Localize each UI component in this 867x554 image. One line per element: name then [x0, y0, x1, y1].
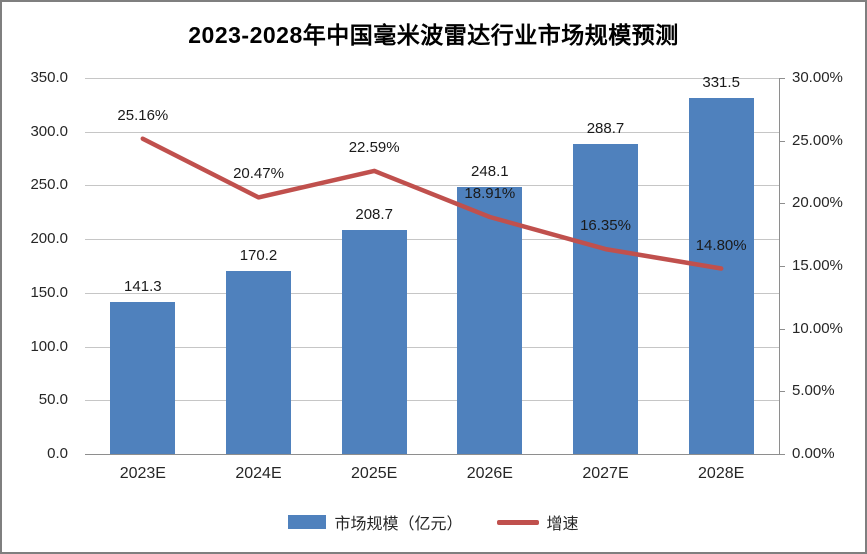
left-axis-tick-label: 150.0 [30, 283, 68, 301]
line-swatch-icon [496, 519, 539, 525]
left-axis-tick-label: 250.0 [30, 176, 68, 194]
bar-value-label: 170.2 [239, 247, 278, 265]
right-axis-tick-label: 30.00% [792, 69, 843, 86]
x-axis-category-label: 2026E [466, 465, 513, 482]
gridline [85, 78, 779, 79]
left-axis-tick-label: 100.0 [30, 337, 68, 355]
bar-value-label: 208.7 [355, 205, 393, 223]
right-axis-tick [779, 203, 785, 205]
x-axis-line [85, 454, 780, 455]
bar-2024E [226, 271, 291, 454]
growth-rate-line [140, 136, 724, 271]
left-axis-tick-label: 300.0 [30, 122, 68, 140]
right-axis-tick-label: 25.00% [792, 131, 843, 149]
right-axis-tick-label: 0.00% [792, 445, 835, 462]
gridline [85, 400, 779, 402]
left-axis-tick-label: 350.0 [30, 69, 68, 86]
gridline [85, 185, 779, 187]
bar-value-label: 248.1 [471, 163, 509, 181]
x-axis-category-label: 2028E [698, 465, 745, 482]
line-value-label: 25.16% [117, 106, 169, 124]
left-axis-tick-label: 200.0 [30, 230, 68, 248]
x-axis-category-label: 2025E [351, 465, 398, 482]
right-axis-tick-label: 20.00% [792, 194, 843, 212]
bar-2028E [688, 97, 754, 454]
line-value-label: 16.35% [580, 217, 631, 235]
gridline [85, 346, 779, 348]
x-axis-category-label: 2024E [235, 465, 282, 482]
bar-2023E [110, 302, 176, 454]
legend-item-growth-rate: 增速 [496, 510, 579, 534]
legend-line-label: 增速 [546, 516, 579, 533]
bar-2025E [341, 229, 407, 454]
right-axis-tick [779, 391, 785, 393]
line-value-label: 22.59% [348, 138, 400, 156]
right-axis-tick-label: 10.00% [792, 319, 843, 337]
right-axis-tick [779, 78, 785, 79]
bar-value-label: 331.5 [702, 73, 740, 91]
right-axis-tick [779, 266, 785, 267]
right-axis-tick [779, 140, 785, 142]
gridline [85, 292, 779, 294]
bar-2027E [573, 143, 638, 454]
bar-value-label: 141.3 [124, 278, 162, 296]
bar-swatch-icon [288, 515, 327, 529]
legend-item-market-size: 市场规模（亿元） [288, 510, 463, 534]
legend: 市场规模（亿元） 增速 [2, 508, 865, 536]
right-axis-tick [779, 454, 785, 455]
gridline [85, 131, 779, 133]
line-value-label: 18.91% [464, 184, 516, 202]
bar-2026E [457, 187, 523, 454]
left-axis-tick-label: 50.0 [38, 391, 68, 409]
left-axis-tick-label: 0.0 [47, 445, 68, 462]
chart-title: 2023-2028年中国毫米波雷达行业市场规模预测 [188, 22, 679, 48]
right-axis-tick-label: 15.00% [792, 257, 843, 274]
line-value-label: 20.47% [233, 165, 284, 183]
legend-bar-label: 市场规模（亿元） [334, 516, 463, 533]
line-value-label: 14.80% [695, 236, 747, 254]
bar-value-label: 288.7 [586, 119, 625, 137]
gridline [85, 239, 779, 241]
right-axis-tick [779, 328, 785, 330]
right-axis-tick-label: 5.00% [792, 382, 835, 400]
x-axis-category-label: 2027E [582, 465, 629, 482]
x-axis-category-label: 2023E [119, 465, 166, 482]
